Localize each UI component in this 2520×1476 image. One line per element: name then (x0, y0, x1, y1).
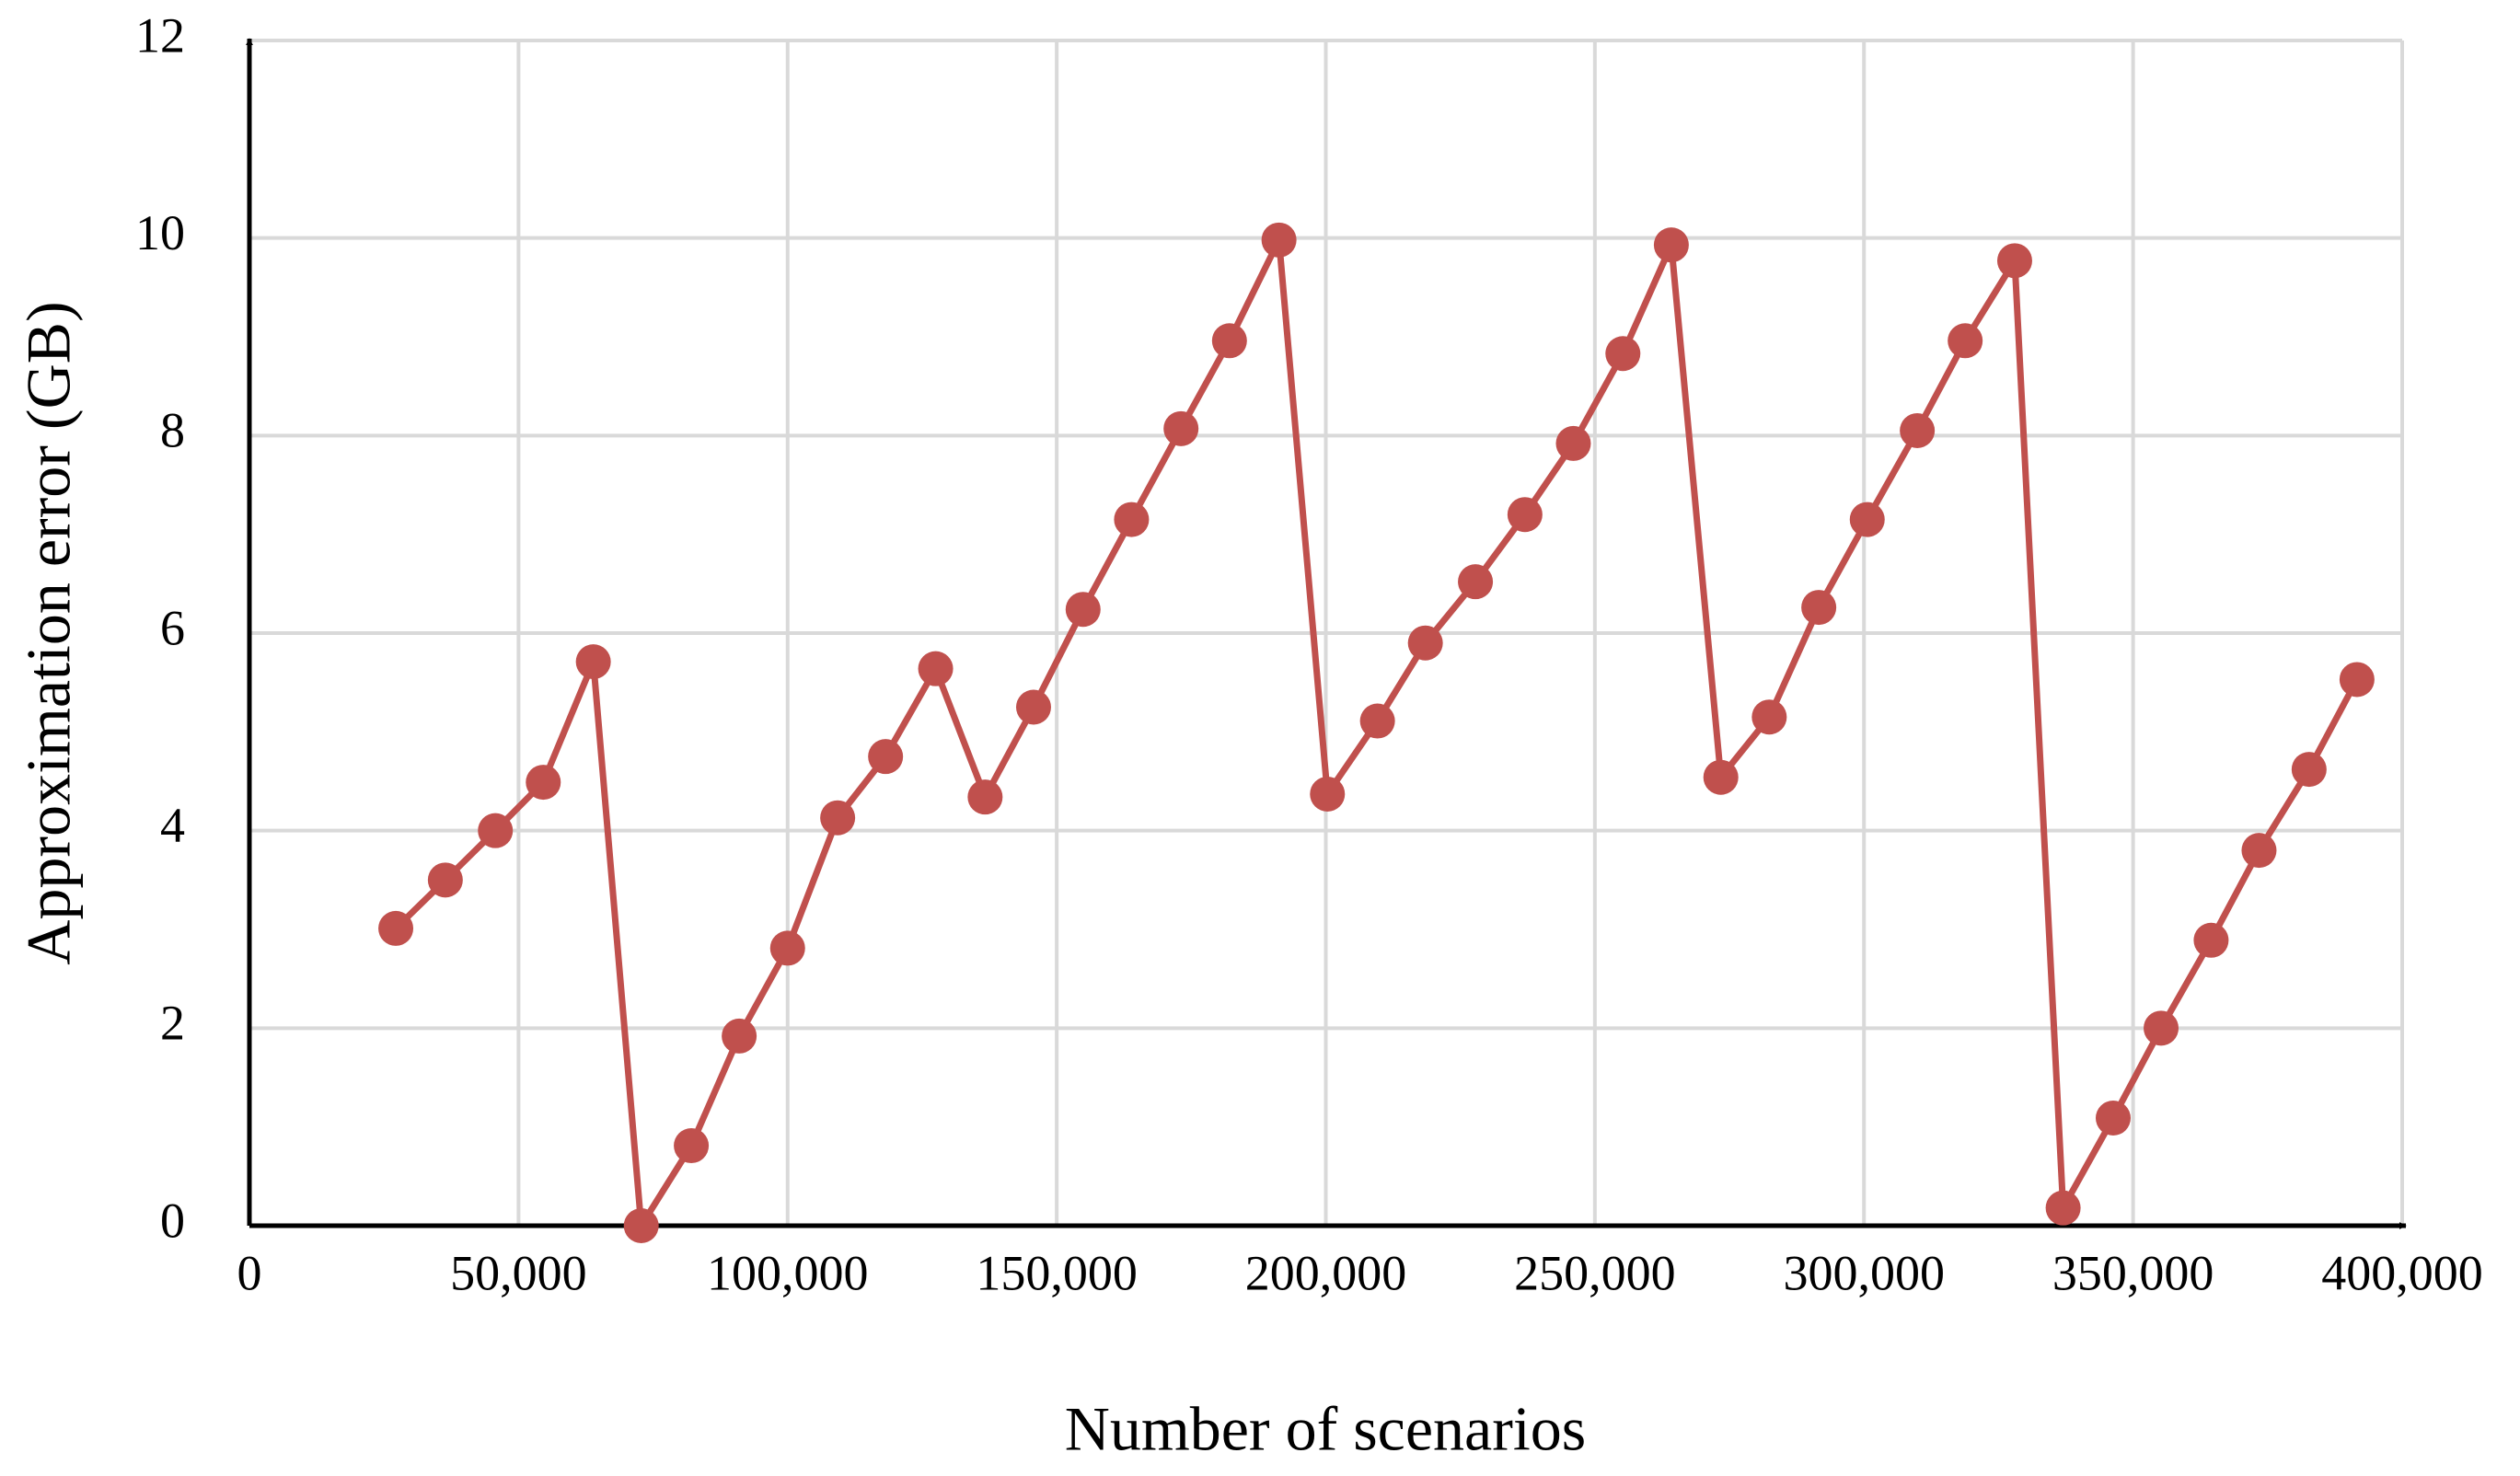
marker (1407, 625, 1443, 661)
x-tick-label: 200,000 (1245, 1245, 1407, 1300)
x-tick-label: 300,000 (1784, 1245, 1946, 1300)
marker (722, 1018, 757, 1054)
x-tick-label: 150,000 (976, 1245, 1138, 1300)
marker (1507, 497, 1543, 533)
marker (1996, 243, 2032, 279)
y-tick-label: 12 (135, 7, 185, 63)
marker (623, 1208, 659, 1243)
marker (1703, 759, 1739, 795)
marker (2241, 833, 2277, 869)
y-tick-label: 6 (160, 600, 185, 655)
marker (1653, 227, 1689, 263)
axes: 0 50,000 100,000 150,000 200,000 250,000 300,0… (135, 7, 2483, 1300)
marker (868, 739, 904, 775)
marker (1310, 776, 1346, 812)
x-tick-label: 250,000 (1514, 1245, 1676, 1300)
marker (918, 651, 954, 686)
marker (967, 779, 1003, 815)
marker (2339, 662, 2375, 698)
marker (674, 1128, 710, 1164)
marker (2045, 1190, 2081, 1226)
plot (378, 222, 2375, 1243)
y-tick-label: 2 (160, 996, 185, 1051)
marker (1849, 502, 1885, 537)
marker (1114, 502, 1150, 537)
marker (1211, 323, 1247, 359)
marker (1261, 222, 1297, 258)
marker (1555, 425, 1591, 461)
marker (1015, 689, 1051, 725)
x-tick-label: 100,000 (707, 1245, 869, 1300)
marker (1900, 412, 1936, 448)
marker (820, 800, 856, 836)
y-tick-label: 0 (160, 1193, 185, 1248)
marker (1359, 703, 1395, 739)
marker (2193, 922, 2229, 958)
marker (1065, 592, 1101, 628)
x-axis-title: Number of scenarios (1065, 1394, 1586, 1464)
y-tick-label: 8 (160, 403, 185, 458)
y-tick-label: 10 (135, 205, 185, 260)
x-tick-label: 0 (237, 1245, 262, 1300)
marker (769, 930, 805, 966)
marker (2144, 1010, 2179, 1046)
x-tick-label: 350,000 (2052, 1245, 2214, 1300)
marker (478, 813, 514, 848)
marker (2291, 752, 2327, 788)
marker (575, 644, 611, 680)
marker (1801, 590, 1837, 626)
y-axis-title: Approximation error (GB) (14, 301, 84, 964)
marker (378, 910, 414, 946)
marker (1948, 323, 1983, 359)
x-tick-label: 400,000 (2321, 1245, 2483, 1300)
marker (1163, 410, 1199, 446)
marker (1458, 564, 1494, 600)
marker (526, 765, 561, 801)
x-tick-label: 50,000 (450, 1245, 587, 1300)
marker (2095, 1101, 2131, 1136)
marker (1605, 336, 1641, 372)
marker (427, 862, 463, 898)
grid (249, 39, 2404, 1226)
y-tick-label: 4 (160, 798, 185, 853)
marker (1751, 699, 1787, 735)
